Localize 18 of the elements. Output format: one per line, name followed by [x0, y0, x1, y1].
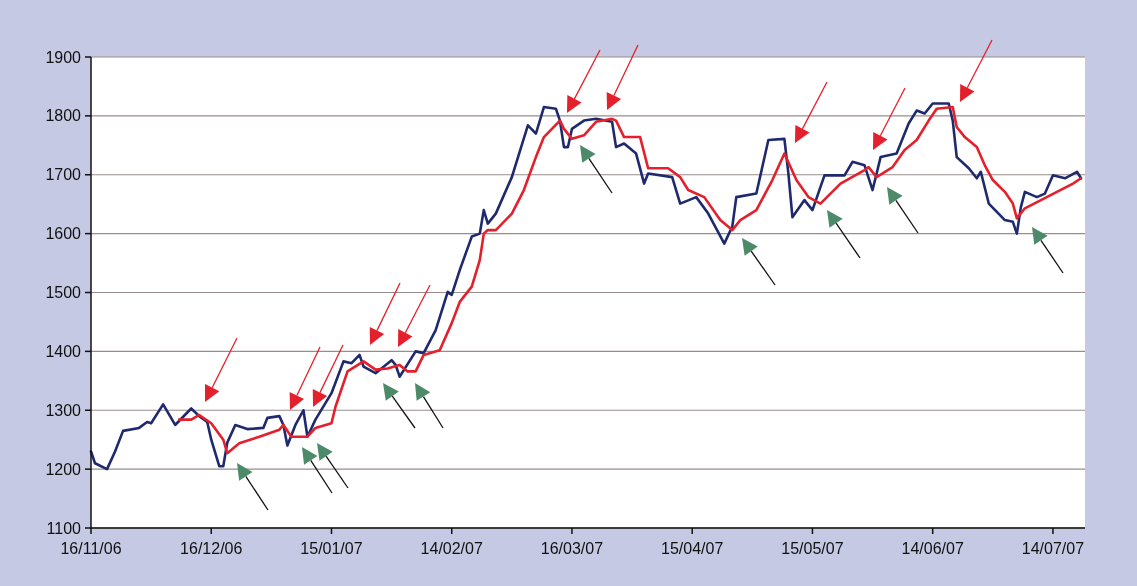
y-tick-label: 1300 [45, 401, 82, 419]
x-tick-label: 16/03/07 [540, 540, 604, 557]
x-tick-label: 15/04/07 [661, 540, 724, 557]
y-tick-label: 1200 [45, 460, 82, 478]
y-tick-label: 1600 [45, 225, 82, 243]
x-tick-label: 15/01/07 [300, 540, 363, 557]
y-tick-label: 1900 [45, 48, 82, 66]
x-tick-label: 15/05/07 [781, 540, 844, 557]
x-tick-label: 16/11/06 [60, 540, 122, 557]
y-tick-label: 1500 [45, 284, 82, 302]
y-tick-label: 1800 [45, 107, 82, 125]
y-tick-label: 1100 [46, 519, 82, 537]
x-tick-label: 14/02/07 [420, 540, 483, 557]
y-tick-label: 1400 [45, 342, 82, 360]
x-tick-label: 14/07/07 [1021, 540, 1085, 557]
x-tick-label: 16/12/06 [180, 540, 243, 557]
y-tick-label: 1700 [45, 166, 82, 184]
x-tick-label: 14/06/07 [901, 540, 964, 557]
